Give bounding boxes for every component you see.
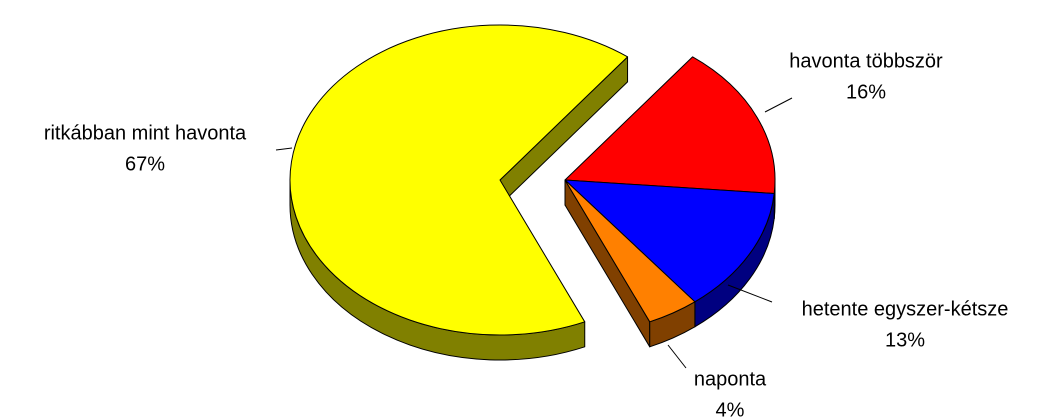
slice-label: naponta [694, 368, 767, 390]
slice-label: hetente egyszer-kétsze [802, 298, 1009, 320]
slice-tops [289, 24, 776, 336]
pie-slice [289, 24, 629, 336]
pie-slice [564, 179, 775, 303]
slice-label: ritkábban mint havonta [44, 122, 247, 144]
leader-line [727, 284, 773, 303]
pie-slice [564, 179, 696, 323]
slice-label: havonta többször [789, 50, 943, 72]
pie-slice [564, 56, 776, 195]
leader-line [275, 147, 293, 151]
slice-value-label: 13% [885, 329, 925, 351]
slice-value-label: 4% [716, 399, 745, 417]
slice-value-label: 67% [125, 153, 165, 175]
leader-line [764, 97, 793, 113]
leader-line [667, 344, 687, 369]
slice-value-label: 16% [846, 81, 886, 103]
